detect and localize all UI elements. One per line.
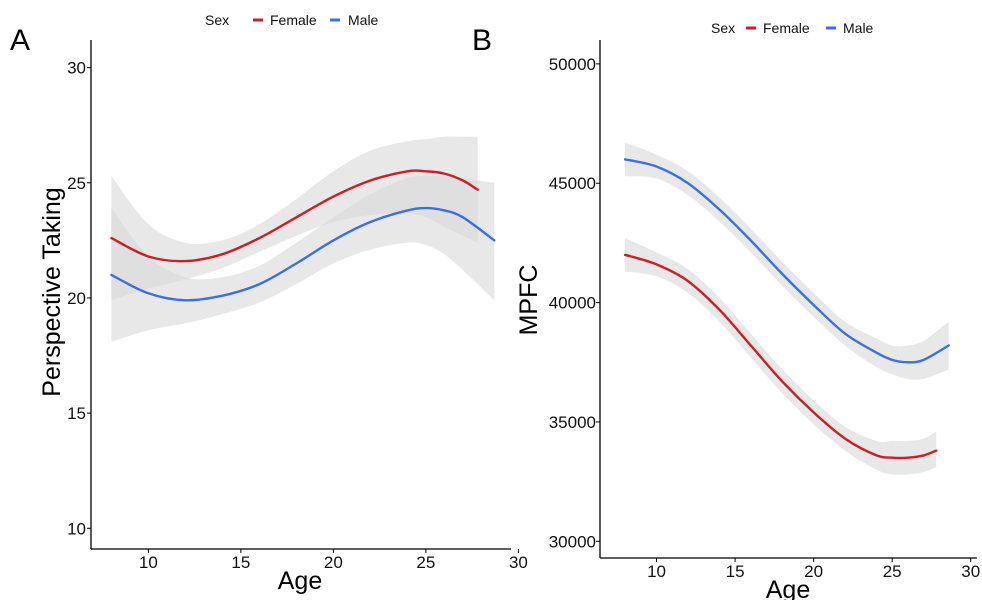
panel-a-x-tick-label: 10 <box>139 553 158 572</box>
panel-a-x-tick-label: 25 <box>416 553 435 572</box>
panel-a-legend-male: Male <box>348 12 379 28</box>
panel-a-y-tick-label: 30 <box>67 59 86 78</box>
panel-a-y-tick-label: 25 <box>67 174 86 193</box>
panel-a-legend-title: Sex <box>205 12 229 28</box>
panel-a-confidence-bands <box>111 136 495 342</box>
panel-b-x-tick-label: 30 <box>961 562 980 581</box>
panel-b-label: B <box>472 24 492 57</box>
panel-a: A Sex Female Male 10 15 20 25 30 1015202530 … <box>10 12 528 595</box>
panel-a-x-axis-title: Age <box>278 567 322 595</box>
panel-b-y-tick-label: 45000 <box>549 174 596 193</box>
panel-b-confidence-bands <box>625 142 949 475</box>
panel-b-x-axis-title: Age <box>766 576 810 600</box>
panel-b-y-axis-title: MPFC <box>515 265 543 336</box>
panel-a-male-line <box>110 206 496 302</box>
panel-b-legend-male: Male <box>843 20 874 36</box>
panel-a-y-tick-label: 20 <box>67 289 86 308</box>
panel-a-curves <box>110 169 496 302</box>
panel-a-x-tick-label: 30 <box>509 553 528 572</box>
panel-b-y-tick-label: 30000 <box>549 532 596 551</box>
panel-a-y-ticks: 10 15 20 25 30 <box>67 59 91 538</box>
panel-b-female-ci-band <box>625 238 937 475</box>
panel-a-label: A <box>10 24 30 57</box>
panel-a-x-tick-label: 15 <box>231 553 250 572</box>
panel-a-x-ticks: 10 15 20 25 30 <box>139 549 528 572</box>
panel-b-y-tick-label: 50000 <box>549 55 596 74</box>
panel-b-male-ci-band <box>625 142 949 380</box>
panel-b-y-tick-label: 40000 <box>549 294 596 313</box>
panel-b-x-tick-label: 25 <box>883 562 902 581</box>
panel-b-curves <box>623 158 950 460</box>
panel-a-female-line <box>110 169 479 263</box>
panel-b-x-tick-label: 15 <box>726 562 745 581</box>
panel-b-female-line <box>623 253 938 460</box>
panel-a-legend-female: Female <box>270 12 317 28</box>
panel-b-x-tick-label: 20 <box>804 562 823 581</box>
panel-b-x-tick-label: 10 <box>647 562 666 581</box>
panel-a-y-axis-title: Perspective Taking <box>38 187 66 396</box>
panel-b-male-line <box>623 158 950 364</box>
panel-b-y-ticks: 30000 35000 40000 45000 50000 <box>549 55 600 551</box>
panel-b-x-ticks: 10 15 20 25 30 <box>647 558 980 581</box>
panel-a-x-tick-label: 20 <box>324 553 343 572</box>
panel-b-y-tick-label: 35000 <box>549 413 596 432</box>
panel-b: B Sex Female Male 10 15 20 25 30 30000 35000 4… <box>472 20 980 600</box>
panel-b-legend-female: Female <box>763 20 810 36</box>
panel-a-y-tick-label: 15 <box>67 404 86 423</box>
panel-b-legend-title: Sex <box>711 20 735 36</box>
panel-a-y-tick-label: 10 <box>67 519 86 538</box>
